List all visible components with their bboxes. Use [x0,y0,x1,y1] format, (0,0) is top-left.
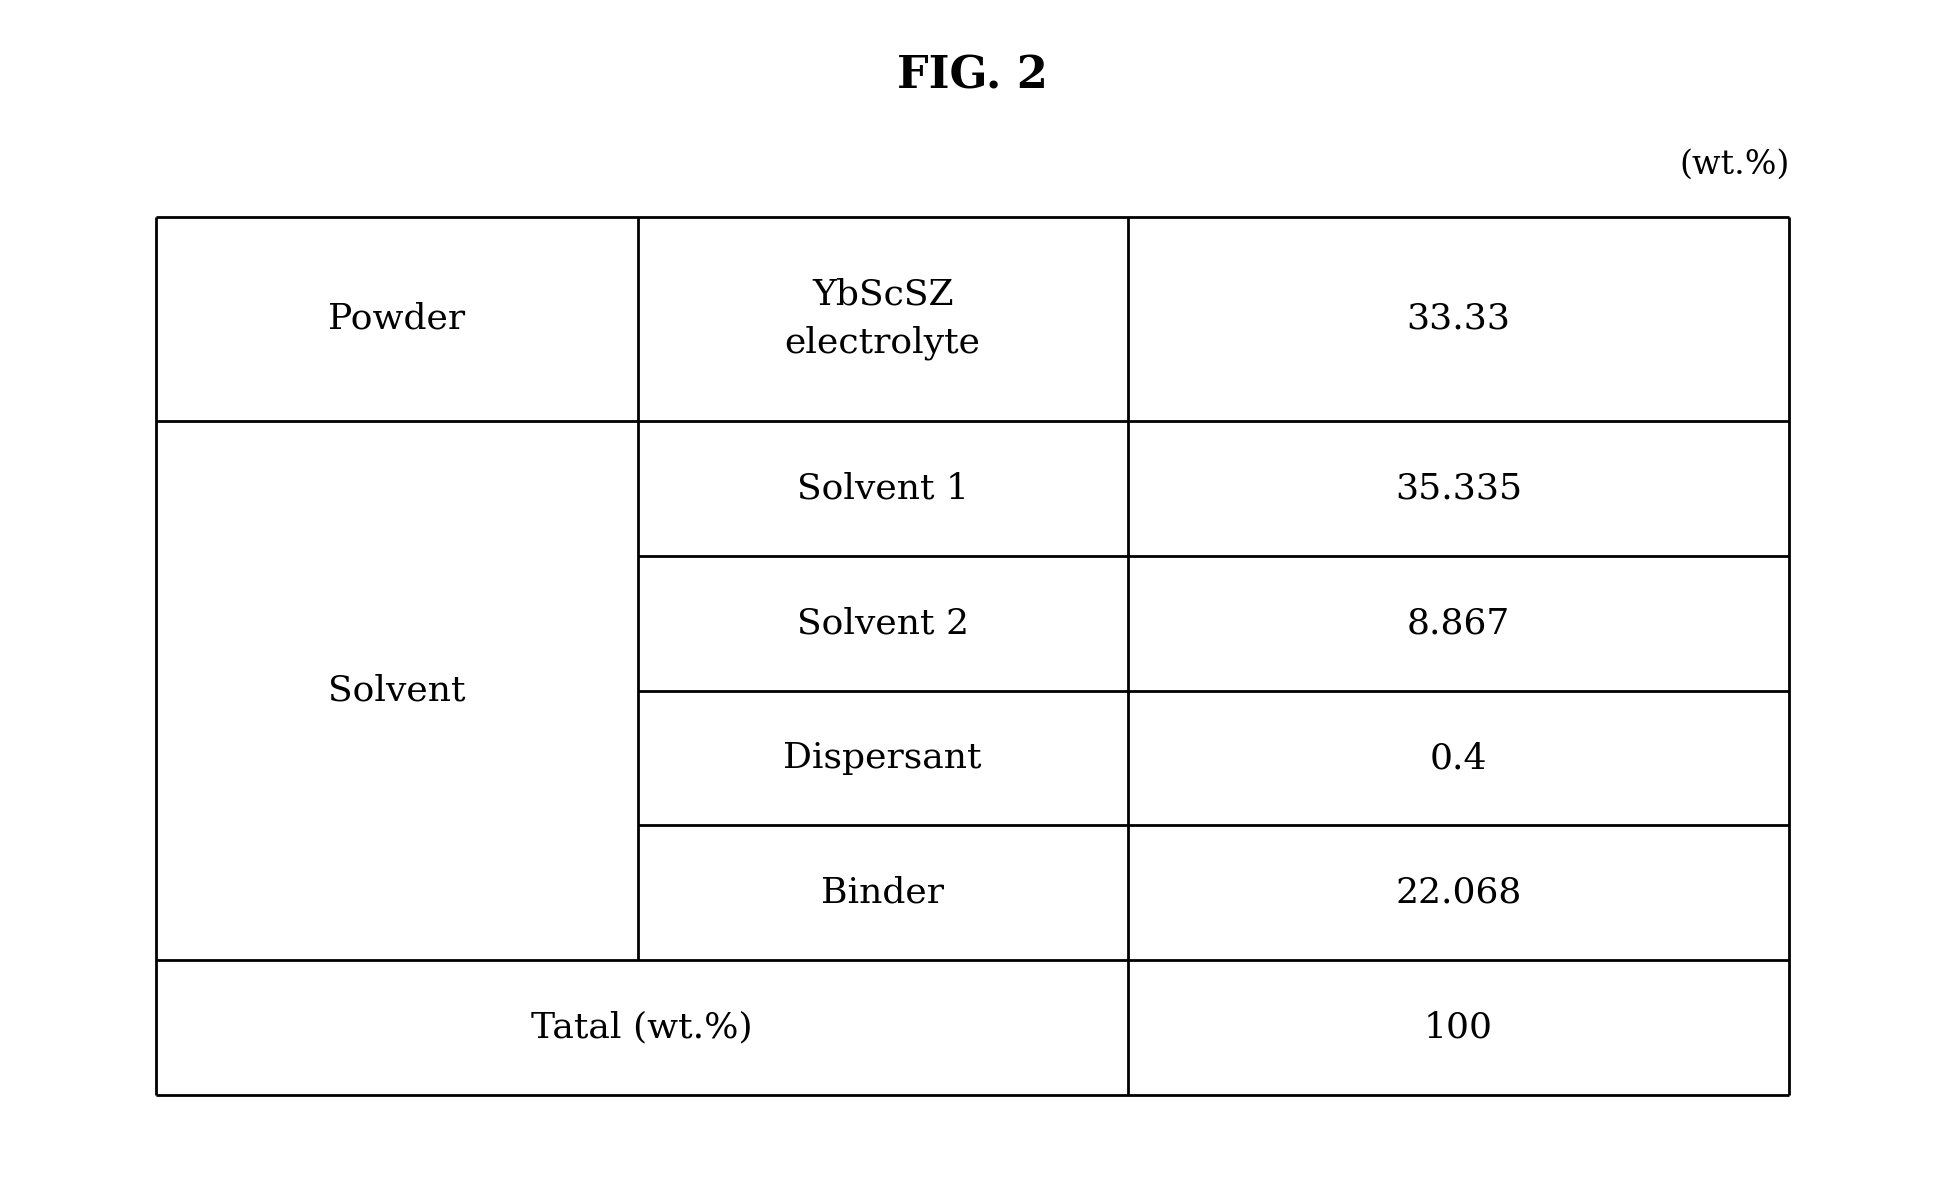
Text: Binder: Binder [821,876,943,909]
Text: (wt.%): (wt.%) [1679,148,1789,180]
Text: Solvent: Solvent [329,674,465,707]
Text: 22.068: 22.068 [1395,876,1521,909]
Text: 8.867: 8.867 [1406,606,1509,640]
Text: Solvent 1: Solvent 1 [797,472,969,505]
Text: FIG. 2: FIG. 2 [897,54,1048,97]
Text: Solvent 2: Solvent 2 [797,606,969,640]
Text: Dispersant: Dispersant [784,741,982,775]
Text: YbScSZ
electrolyte: YbScSZ electrolyte [784,278,980,360]
Text: Powder: Powder [329,302,465,336]
Text: 33.33: 33.33 [1406,302,1511,336]
Text: 35.335: 35.335 [1395,472,1523,505]
Text: 100: 100 [1424,1011,1494,1044]
Text: 0.4: 0.4 [1430,741,1488,775]
Text: Tatal (wt.%): Tatal (wt.%) [531,1011,753,1044]
